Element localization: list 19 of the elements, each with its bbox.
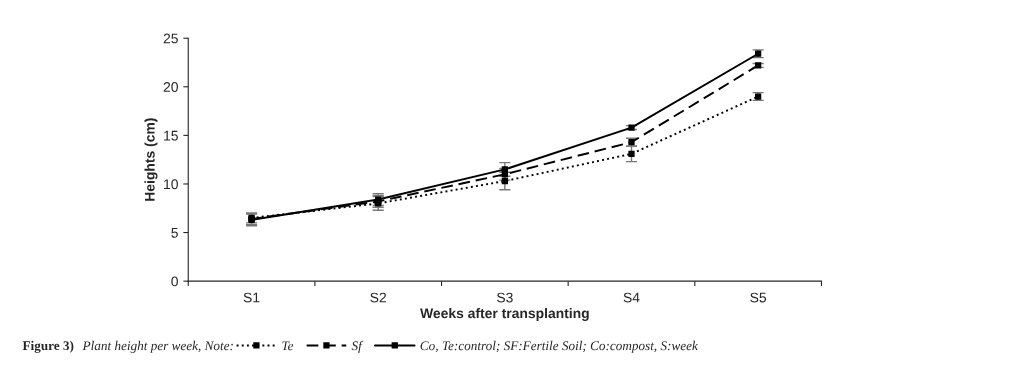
legend-label: Te (282, 341, 294, 351)
x-tick-label: S1 (243, 292, 260, 303)
y-tick-label: 20 (163, 82, 178, 92)
legend-label: Sf (351, 340, 364, 353)
y-axis-title: Heights (cm) (144, 118, 158, 201)
text: Plant height per week, Note: (82, 340, 233, 353)
x-axis-title: Weeks after transplanting (420, 307, 589, 321)
x-tick-label: S3 (496, 292, 513, 303)
y-tick-label: 25 (163, 33, 178, 44)
text: , Te:control; SF:Fertile Soil; Co:compost, S:week (435, 340, 699, 353)
caption: Figure 3) (22, 340, 74, 353)
y-tick-label: 15 (164, 130, 178, 141)
x-tick-label: S5 (750, 292, 767, 303)
y-tick-label: 0 (171, 276, 178, 287)
x-tick-label: S4 (623, 292, 640, 303)
y-tick-label: 10 (164, 179, 178, 190)
legend-label: Co (420, 341, 435, 351)
y-tick-label: 5 (171, 228, 178, 238)
x-tick-label: S2 (370, 292, 386, 303)
